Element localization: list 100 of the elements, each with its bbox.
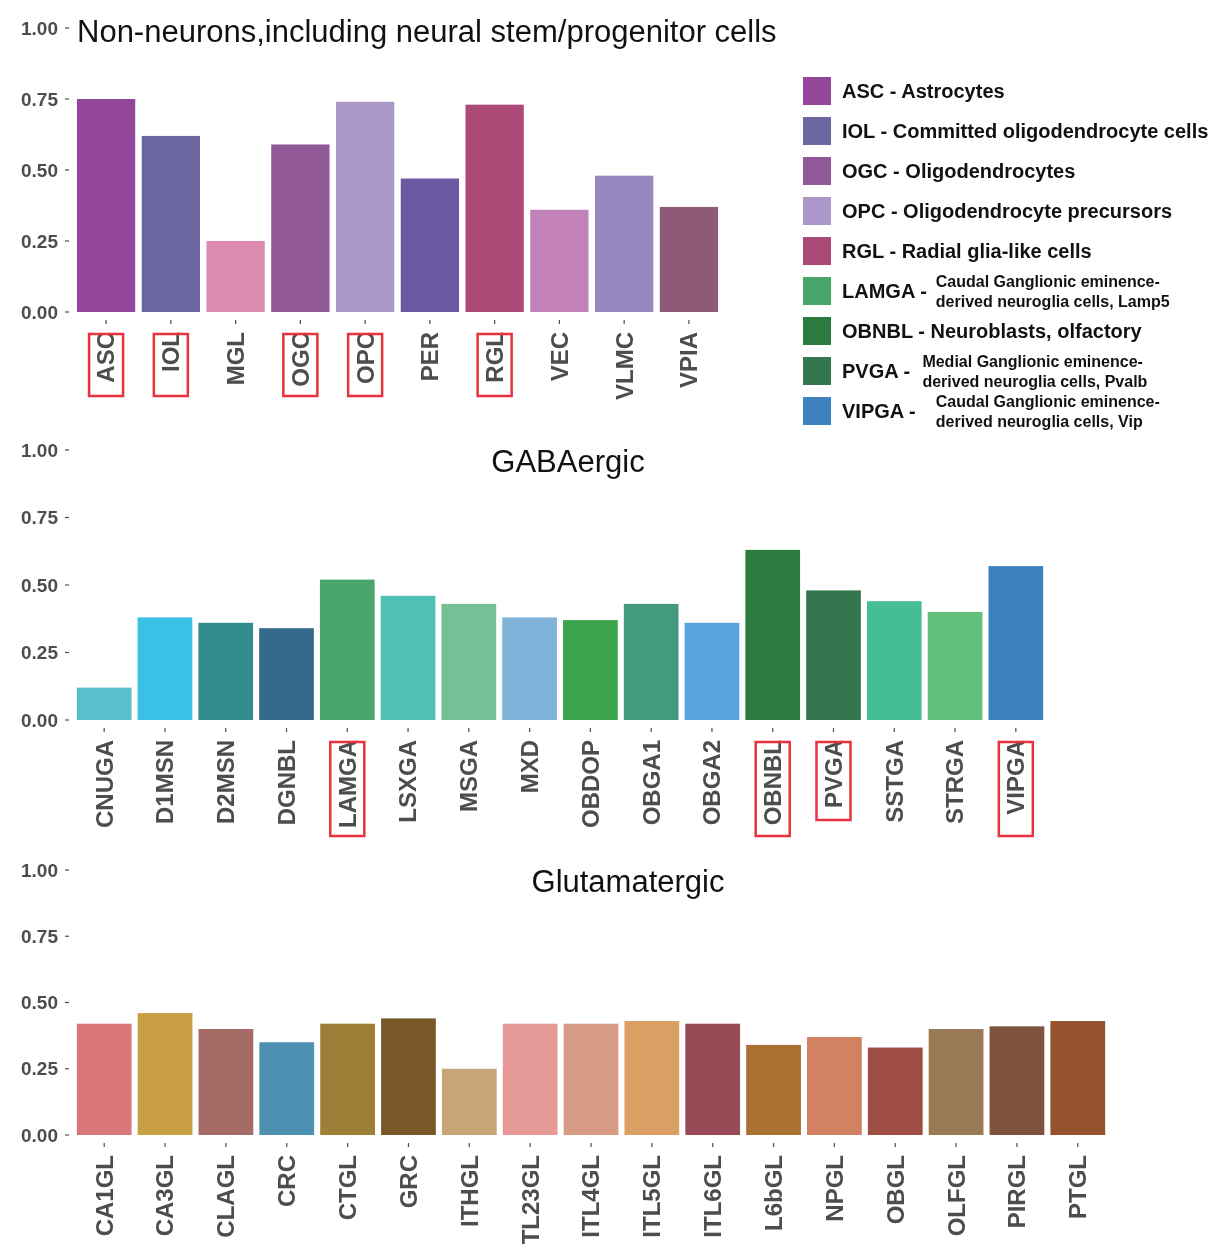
bar	[659, 206, 719, 312]
bar	[502, 617, 557, 720]
y-tick-label: 1.00	[21, 17, 58, 39]
x-tick-label: ITL6GL	[699, 1155, 727, 1238]
bar	[137, 1013, 193, 1135]
bar	[259, 628, 314, 720]
x-tick-label: CRC	[273, 1155, 301, 1207]
x-tick-label: OLFGL	[942, 1155, 970, 1237]
x-tick-label: PER	[416, 332, 444, 382]
x-tick-label: RGL	[481, 332, 509, 383]
bar	[198, 1029, 254, 1135]
bar	[866, 601, 922, 720]
y-tick-label: 1.00	[21, 859, 58, 881]
x-tick-label: GRC	[394, 1155, 422, 1209]
bar	[381, 1018, 436, 1135]
bar	[141, 135, 200, 312]
bar	[76, 99, 136, 312]
chart-title: Glutamatergic	[531, 864, 725, 899]
x-tick-label: CTGL	[334, 1155, 361, 1221]
bar	[530, 209, 589, 312]
y-tick-label: 0.25	[21, 1058, 59, 1080]
x-tick-label: CA3GL	[151, 1155, 179, 1237]
x-tick-label: MSGA	[455, 740, 483, 812]
x-tick-label: VIPGA	[1002, 740, 1030, 815]
text: IOL - Committed oligodendrocyte cells	[842, 120, 1209, 142]
x-tick-label: PIRGL	[1003, 1155, 1031, 1229]
x-tick-label: VEC	[545, 332, 573, 382]
x-tick-label: MXD	[516, 740, 544, 794]
x-tick-label: CNUGA	[90, 740, 118, 828]
x-tick-label: L6bGL	[759, 1155, 787, 1231]
y-tick-label: 0.00	[21, 709, 58, 731]
x-tick-label: OGC	[286, 332, 314, 387]
bar	[502, 1023, 558, 1135]
bar	[320, 1023, 375, 1135]
bar	[271, 144, 330, 312]
bar	[335, 101, 395, 312]
y-tick-label: 0.75	[21, 88, 59, 110]
chart-title: GABAergic	[491, 444, 645, 479]
y-tick-label: 0.00	[21, 301, 58, 323]
y-tick-label: 0.00	[21, 1124, 58, 1146]
bar	[563, 620, 618, 720]
bar	[137, 617, 193, 720]
x-tick-label: PVGA	[819, 740, 847, 809]
bar	[806, 590, 861, 720]
y-tick-label: 0.75	[21, 925, 59, 947]
bar	[400, 178, 460, 312]
x-tick-label: TL23GL	[516, 1155, 544, 1245]
x-tick-label: ITL5GL	[638, 1155, 666, 1238]
bar	[745, 549, 801, 720]
y-tick-label: 0.50	[21, 159, 58, 181]
bar	[76, 687, 132, 720]
bar	[623, 603, 679, 720]
bar	[441, 1068, 497, 1135]
x-tick-label: D2MSN	[212, 740, 240, 825]
x-tick-label: CLAGL	[212, 1155, 240, 1238]
y-tick-label: 0.25	[21, 642, 59, 664]
bar	[927, 612, 983, 720]
y-tick-label: 0.75	[21, 507, 59, 529]
x-tick-label: PTGL	[1064, 1155, 1092, 1219]
bar	[563, 1023, 619, 1135]
x-tick-label: SSTGA	[880, 740, 908, 823]
x-tick-label: ASC	[92, 332, 120, 383]
x-tick-label: MGL	[222, 332, 249, 386]
x-tick-label: VPIA	[675, 332, 703, 389]
text: ASC - Astrocytes	[842, 80, 1005, 102]
x-tick-label: LSXGA	[394, 740, 422, 823]
text: LAMGA - Caudal Ganglionic eminence-derived neuroglia cells, Lamp5	[842, 272, 1170, 310]
bar	[441, 603, 497, 720]
text: PVGA - Medial Ganglionic eminence-derived neuroglia cells, Pvalb	[842, 352, 1148, 390]
x-tick-label: LAMGA	[333, 740, 361, 828]
x-tick-label: OPC	[351, 332, 379, 385]
bar	[685, 1023, 741, 1135]
x-tick-label: STRGA	[941, 740, 969, 824]
text: OBNBL - Neuroblasts, olfactory	[842, 320, 1143, 342]
y-tick-label: 1.00	[21, 439, 58, 461]
y-tick-label: 0.50	[21, 992, 58, 1014]
x-tick-label: ITL4GL	[577, 1155, 605, 1238]
x-tick-label: OBGA2	[698, 740, 726, 826]
x-tick-label: VLMC	[610, 332, 638, 400]
bar	[259, 1042, 315, 1135]
x-tick-label: ITHGL	[455, 1155, 483, 1227]
bar	[319, 579, 375, 720]
bar	[867, 1047, 923, 1135]
x-tick-label: D1MSN	[151, 740, 179, 825]
text: VIPGA - Caudal Ganglionic eminence-derived neuroglia cells, Vip	[842, 392, 1160, 430]
bar	[989, 1026, 1045, 1135]
bar	[595, 175, 654, 312]
x-tick-label: OBNBL	[759, 740, 787, 826]
bar	[380, 595, 436, 720]
bar	[465, 104, 524, 312]
bar	[988, 566, 1044, 720]
bar	[206, 241, 265, 312]
x-tick-label: DGNBL	[272, 740, 300, 826]
x-tick-label: NPGL	[820, 1155, 848, 1222]
x-tick-label: OBDOP	[576, 740, 604, 829]
bar	[746, 1044, 801, 1135]
text: OPC - Oligodendrocyte precursors	[842, 200, 1173, 222]
bar	[1050, 1021, 1106, 1135]
bar	[684, 622, 740, 720]
y-tick-label: 0.50	[21, 574, 58, 596]
